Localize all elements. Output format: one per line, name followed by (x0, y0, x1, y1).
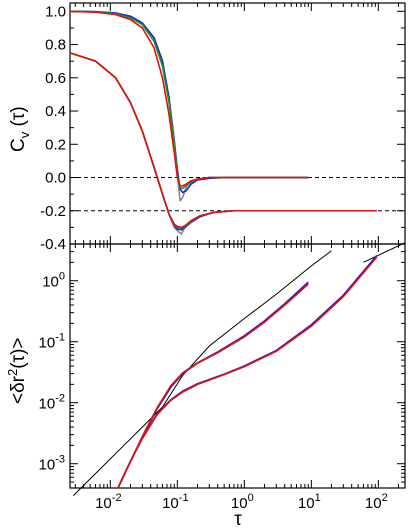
x-tick-label: 102 (365, 492, 388, 512)
y-tick-label: 10-3 (39, 454, 65, 474)
x-axis-label: τ (234, 509, 242, 528)
y-tick-label: 100 (42, 271, 65, 291)
msd-reference-line (72, 250, 332, 496)
cv-series-line (69, 10, 309, 202)
y-tick-label: -0.2 (40, 203, 66, 220)
msd-series-line (117, 256, 378, 489)
x-tick-label: 101 (298, 492, 321, 512)
msd-series-line (117, 255, 378, 489)
msd-series-line (117, 282, 309, 489)
cv-series-line (69, 52, 377, 229)
bottom-ylabel: <δr2(τ)> (5, 338, 29, 405)
msd-series-line (117, 281, 309, 489)
x-tick-label: 10-1 (162, 492, 188, 512)
top-ylabel: Cv (τ) (8, 106, 32, 152)
y-tick-label: 0.2 (45, 136, 66, 153)
bottom-panel: 10-3 10-2 10-1 100 10-2 10-1 100 101 102 <δr2(τ)>… (5, 242, 406, 528)
y-tick-label: 1.0 (45, 3, 66, 20)
y-tick-label: 10-1 (39, 332, 65, 352)
top-panel: -0.4 -0.2 0.0 0.2 0.4 0.6 0.8 1.0 Cv (τ) (8, 2, 406, 253)
y-tick-label: 10-2 (39, 393, 65, 413)
cv-series-line (69, 10, 309, 190)
y-tick-label: 0.0 (45, 170, 66, 187)
y-tick-label: 0.6 (45, 70, 66, 87)
y-tick-label: 0.4 (45, 103, 66, 120)
y-tick-label: 0.8 (45, 37, 66, 54)
cv-series-line (69, 10, 309, 187)
x-tick-label: 10-2 (95, 492, 121, 512)
msd-series-line (117, 254, 378, 489)
top-frame (69, 2, 406, 245)
msd-reference-line (363, 242, 406, 263)
y-tick-label: -0.4 (40, 236, 66, 253)
msd-series-line (117, 283, 309, 489)
x-tick-label: 100 (231, 492, 254, 512)
cv-series-line (69, 10, 309, 194)
cv-series-line (69, 52, 377, 235)
